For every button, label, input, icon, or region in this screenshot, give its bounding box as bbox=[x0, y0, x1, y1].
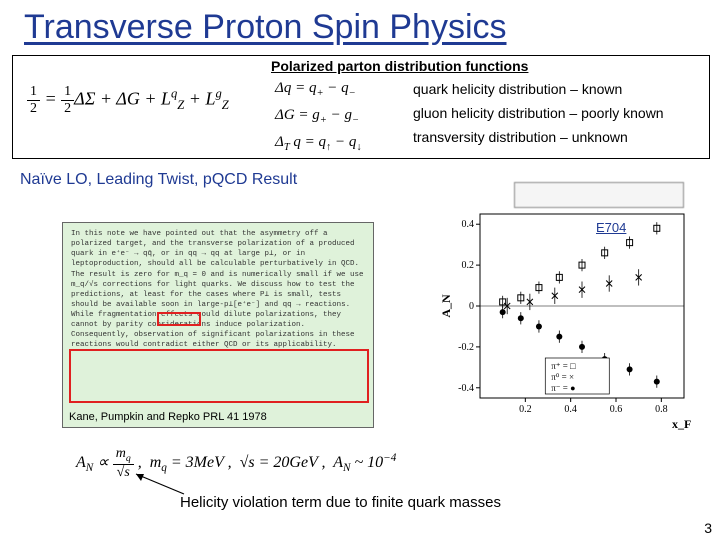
svg-text:-0.4: -0.4 bbox=[458, 383, 474, 394]
asymmetry-chart: E704 -0.4-0.200.20.40.20.40.60.8x_FA_Nπ⁺… bbox=[436, 184, 696, 432]
bottom-caption: Helicity violation term due to finite qu… bbox=[180, 494, 501, 511]
definitions-box: Polarized parton distribution functions … bbox=[12, 55, 710, 159]
highlight-box-small bbox=[157, 312, 201, 326]
svg-text:0.4: 0.4 bbox=[564, 404, 577, 415]
section-heading: Polarized parton distribution functions bbox=[271, 58, 528, 74]
svg-text:π⁺ = □: π⁺ = □ bbox=[551, 361, 576, 371]
delta-q-eq: Δq = q+ − q− bbox=[275, 76, 362, 103]
page-number: 3 bbox=[704, 520, 712, 536]
svg-text:x_F: x_F bbox=[672, 417, 691, 431]
desc-quark: quark helicity distribution – known bbox=[413, 78, 664, 102]
paper-excerpt-text: In this note we have pointed out that th… bbox=[63, 223, 373, 351]
paper-excerpt-panel: In this note we have pointed out that th… bbox=[62, 222, 374, 428]
slide-title: Transverse Proton Spin Physics bbox=[0, 0, 720, 51]
chart-svg: -0.4-0.200.20.40.20.40.60.8x_FA_Nπ⁺ = □π… bbox=[436, 184, 696, 432]
desc-transv: transversity distribution – unknown bbox=[413, 126, 664, 150]
desc-gluon: gluon helicity distribution – poorly kno… bbox=[413, 102, 664, 126]
delta-t-eq: ΔT q = q↑ − q↓ bbox=[275, 130, 362, 157]
svg-text:A_N: A_N bbox=[439, 294, 453, 318]
svg-text:π⁰ = ×: π⁰ = × bbox=[551, 372, 574, 382]
sqrt-s-box bbox=[514, 182, 684, 208]
delta-equations: Δq = q+ − q− ΔG = g+ − g− ΔT q = q↑ − q↓ bbox=[275, 76, 362, 156]
svg-text:0.2: 0.2 bbox=[462, 260, 475, 271]
svg-text:0.2: 0.2 bbox=[519, 404, 532, 415]
svg-text:0.4: 0.4 bbox=[462, 219, 475, 230]
an-equation: AN ∝ mq√s , mq = 3MeV , √s = 20GeV , AN … bbox=[76, 446, 396, 481]
e704-label: E704 bbox=[596, 220, 626, 235]
svg-text:0.6: 0.6 bbox=[610, 404, 623, 415]
svg-text:0: 0 bbox=[469, 301, 474, 312]
spin-sum-rule: 12 = 12ΔΣ + ΔG + LqZ + LgZ bbox=[27, 84, 229, 117]
paper-citation: Kane, Pumpkin and Repko PRL 41 1978 bbox=[69, 411, 267, 423]
description-list: quark helicity distribution – known gluo… bbox=[413, 78, 664, 149]
svg-text:0.8: 0.8 bbox=[655, 404, 668, 415]
highlight-box-large bbox=[69, 349, 369, 403]
svg-text:π⁻ = ●: π⁻ = ● bbox=[551, 383, 575, 393]
delta-g-eq: ΔG = g+ − g− bbox=[275, 103, 362, 130]
svg-text:-0.2: -0.2 bbox=[458, 342, 474, 353]
